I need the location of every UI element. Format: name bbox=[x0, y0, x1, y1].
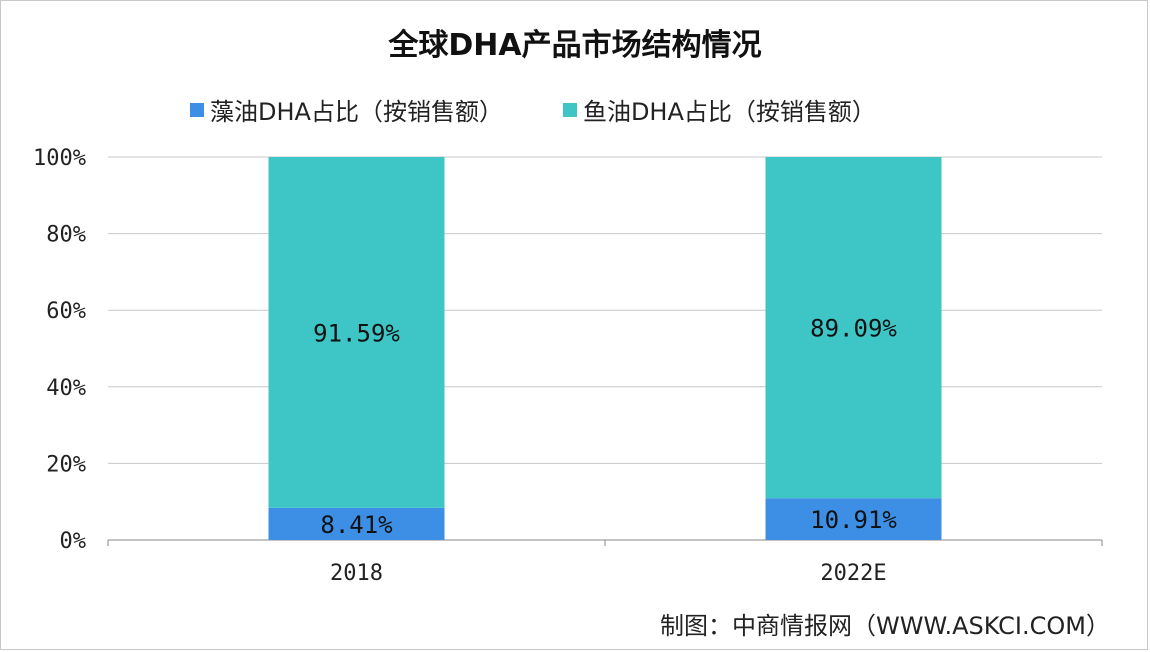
y-tick-label: 80% bbox=[46, 223, 86, 248]
legend-label-algae: 藻油DHA占比（按销售额） bbox=[210, 98, 503, 126]
y-tick-label: 100% bbox=[33, 146, 86, 171]
legend-swatch-algae bbox=[190, 102, 204, 117]
legend: 藻油DHA占比（按销售额） 鱼油DHA占比（按销售额） bbox=[190, 92, 876, 127]
chart-title: 全球DHA产品市场结构情况 bbox=[388, 28, 762, 63]
data-label: 10.91% bbox=[810, 506, 897, 534]
bar-algae-2018 bbox=[268, 507, 445, 540]
data-label: 89.09% bbox=[810, 315, 897, 343]
bar-fish-2018 bbox=[268, 157, 445, 508]
legend-item-fish: 鱼油DHA占比（按销售额） bbox=[562, 92, 876, 127]
bar-fish-2022E bbox=[765, 157, 942, 499]
y-tick-label: 0% bbox=[60, 529, 87, 554]
data-label: 91.59% bbox=[313, 319, 400, 347]
x-tick-label: 2022E bbox=[820, 561, 886, 586]
y-tick-label: 40% bbox=[46, 376, 86, 401]
bar-algae-2022E bbox=[765, 498, 942, 540]
data-label: 8.41% bbox=[320, 511, 393, 539]
y-tick-label: 60% bbox=[46, 299, 86, 324]
legend-item-algae: 藻油DHA占比（按销售额） bbox=[190, 92, 503, 127]
x-tick-label: 2018 bbox=[330, 561, 383, 586]
legend-swatch-fish bbox=[562, 102, 577, 117]
y-tick-label: 20% bbox=[46, 452, 86, 477]
legend-label-fish: 鱼油DHA占比（按销售额） bbox=[582, 98, 876, 126]
source-note: 制图：中商情报网（WWW.ASKCI.COM） bbox=[660, 612, 1110, 640]
